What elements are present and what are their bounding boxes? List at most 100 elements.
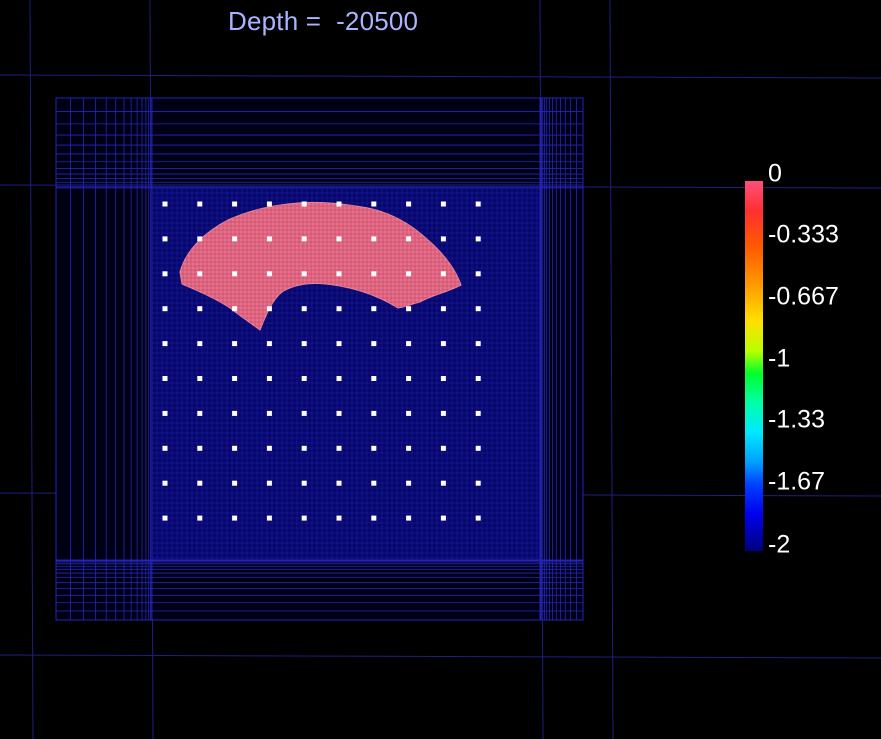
station-marker: [232, 515, 238, 521]
colorbar-tick-label: -1: [768, 344, 791, 373]
station-marker: [440, 201, 446, 207]
station-marker: [266, 306, 272, 312]
station-marker: [371, 306, 377, 312]
colorbar: [745, 181, 763, 551]
station-marker: [266, 236, 272, 242]
station-marker: [440, 410, 446, 416]
mesh-line: [0, 654, 881, 659]
station-marker: [197, 480, 203, 486]
station-marker: [440, 376, 446, 381]
station-marker: [197, 376, 203, 381]
depth-title: Depth = -20500: [228, 6, 418, 37]
station-marker: [475, 515, 481, 521]
station-marker: [266, 201, 272, 207]
station-marker: [475, 271, 481, 277]
station-marker: [336, 376, 342, 381]
station-markers: [162, 201, 481, 521]
station-marker: [440, 515, 446, 521]
station-marker: [197, 236, 203, 242]
colorbar-tick-label: -1.67: [768, 467, 825, 496]
station-marker: [197, 201, 203, 207]
station-marker: [371, 480, 377, 486]
station-marker: [301, 306, 307, 312]
station-marker: [162, 410, 168, 416]
station-marker: [406, 445, 412, 451]
station-marker: [162, 236, 168, 242]
colorbar-tick-label: -0.667: [768, 282, 839, 311]
station-marker: [371, 236, 377, 242]
station-marker: [440, 445, 446, 451]
station-marker: [406, 271, 412, 277]
mesh-line: [29, 0, 34, 739]
station-marker: [371, 515, 377, 521]
station-marker: [475, 480, 481, 486]
depth-value: -20500: [336, 6, 419, 36]
station-marker: [336, 515, 342, 521]
station-marker: [440, 480, 446, 486]
station-marker: [371, 376, 377, 381]
station-marker: [406, 341, 412, 347]
station-marker: [301, 445, 307, 451]
station-marker: [371, 271, 377, 277]
station-marker: [232, 341, 238, 347]
station-marker: [266, 376, 272, 381]
station-marker: [232, 201, 238, 207]
station-marker: [197, 410, 203, 416]
station-marker: [440, 236, 446, 242]
station-marker: [336, 341, 342, 347]
station-marker: [406, 376, 412, 381]
station-marker: [371, 445, 377, 451]
station-marker: [406, 201, 412, 207]
station-marker: [162, 445, 168, 451]
station-marker: [266, 271, 272, 277]
station-marker: [475, 201, 481, 207]
station-marker: [162, 271, 168, 277]
station-marker: [266, 445, 272, 451]
station-marker: [301, 236, 307, 242]
station-marker: [162, 341, 168, 347]
station-marker: [197, 341, 203, 347]
station-marker: [301, 341, 307, 347]
station-marker: [162, 480, 168, 486]
depth-title-label: Depth =: [228, 6, 329, 36]
station-marker: [336, 445, 342, 451]
station-marker: [371, 201, 377, 207]
station-marker: [197, 271, 203, 277]
station-marker: [440, 306, 446, 312]
station-marker: [301, 376, 307, 381]
station-marker: [336, 306, 342, 312]
station-marker: [232, 306, 238, 312]
station-marker: [475, 445, 481, 451]
station-marker: [406, 236, 412, 242]
station-marker: [301, 201, 307, 207]
station-marker: [232, 445, 238, 451]
station-marker: [475, 410, 481, 416]
mesh-grid: [55, 97, 584, 621]
station-marker: [162, 201, 168, 207]
station-marker: [162, 306, 168, 312]
station-marker: [301, 410, 307, 416]
station-marker: [336, 236, 342, 242]
station-marker: [266, 410, 272, 416]
station-marker: [301, 271, 307, 277]
station-marker: [475, 306, 481, 312]
station-marker: [162, 376, 168, 381]
station-marker: [475, 341, 481, 347]
station-marker: [371, 410, 377, 416]
station-marker: [406, 515, 412, 521]
station-marker: [232, 236, 238, 242]
station-marker: [406, 480, 412, 486]
station-marker: [406, 306, 412, 312]
colorbar-tick-label: 0: [768, 159, 782, 188]
station-marker: [232, 271, 238, 277]
colorbar-tick-label: -0.333: [768, 220, 839, 249]
station-marker: [440, 341, 446, 347]
station-marker: [197, 445, 203, 451]
station-marker: [336, 410, 342, 416]
station-marker: [266, 480, 272, 486]
mesh-line: [0, 74, 881, 79]
station-marker: [371, 341, 377, 347]
station-marker: [301, 480, 307, 486]
station-marker: [266, 341, 272, 347]
